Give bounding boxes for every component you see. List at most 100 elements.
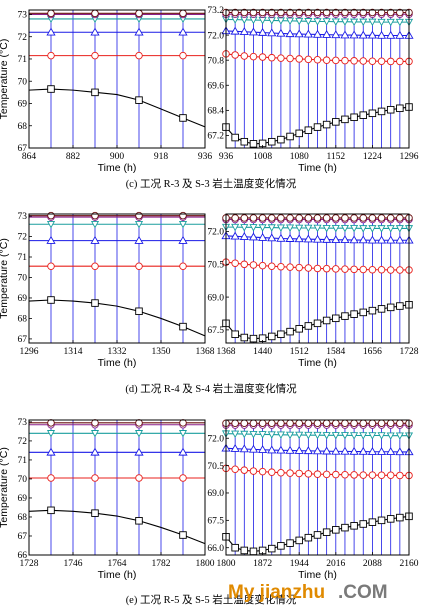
triangle-marker: [322, 234, 332, 243]
square-marker: [359, 308, 368, 317]
chart-panel-3: 1296 1314 1332 1350 1368 67 68 69 70 71 72 73 Time (…: [0, 211, 215, 369]
square-marker: [135, 307, 143, 316]
x-tick-label: 1224: [363, 152, 382, 162]
circle-marker: [350, 471, 358, 479]
x-tick-label: 1368: [217, 347, 236, 357]
triangle-down-marker: [395, 432, 404, 440]
triangle-marker: [358, 235, 368, 244]
axes-frame: [225, 213, 410, 344]
circle-marker: [258, 261, 267, 270]
y-tick-label: 69.0: [207, 293, 224, 303]
triangle-down-marker: [267, 224, 276, 232]
circle-marker: [386, 266, 395, 274]
triangle-down-marker: [285, 17, 295, 26]
circle-marker: [350, 8, 358, 17]
circle-marker: [179, 51, 187, 60]
square-marker: [47, 85, 55, 93]
series-black: [28, 85, 206, 128]
triangle-down-marker: [359, 225, 368, 233]
axes-frame: [225, 419, 410, 556]
triangle-marker: [276, 28, 286, 37]
y-axis-label: Temperature (°C): [0, 238, 10, 319]
circle-marker: [359, 8, 368, 17]
triangle-marker: [340, 30, 350, 39]
series-blue: [29, 235, 205, 244]
square-marker: [295, 129, 303, 138]
series-teal: [29, 220, 205, 229]
triangle-marker: [285, 234, 295, 242]
circle-marker: [332, 265, 340, 273]
circle-marker: [286, 469, 294, 477]
circle-marker: [332, 470, 340, 479]
circle-marker: [249, 214, 258, 222]
circle-marker: [368, 471, 377, 479]
square-marker: [386, 515, 395, 523]
circle-marker: [386, 471, 395, 480]
triangle-down-marker: [304, 18, 313, 26]
triangle-down-marker: [350, 432, 359, 440]
circle-marker: [295, 8, 303, 17]
watermark: My jianzhu .COM: [228, 582, 388, 603]
triangle-down-marker: [249, 224, 258, 232]
triangle-marker: [248, 444, 259, 453]
x-tick-label: 864: [22, 152, 37, 162]
figure-caption: (e) 工况 R-5 及 S-5 岩土温度变化情况: [126, 593, 297, 606]
x-tick-label: 2088: [363, 559, 382, 569]
circle-marker: [277, 468, 285, 477]
triangle-marker: [276, 445, 286, 454]
circle-marker: [322, 214, 331, 222]
chart-panels: 864 882 900 918 936 67 68 69 70 71 72 73 Time (h) Tem…: [0, 6, 419, 581]
triangle-down-marker: [322, 18, 331, 26]
circle-marker: [240, 466, 249, 474]
x-tick-label: 1080: [290, 152, 309, 162]
triangle-marker: [46, 27, 56, 36]
y-tick-label: 73: [18, 212, 28, 222]
triangle-marker: [331, 446, 341, 455]
x-tick-label: 1368: [196, 347, 215, 357]
circle-marker: [322, 56, 331, 64]
figure-caption: (d) 工况 R-4 及 S-4 岩土温度变化情况: [125, 382, 297, 395]
triangle-marker: [386, 447, 396, 455]
figure-captions: (c) 工况 R-3 及 S-3 岩土温度变化情况 (d) 工况 R-4 及 S-…: [125, 177, 297, 606]
x-tick-label: 1782: [152, 559, 171, 569]
triangle-marker: [303, 446, 313, 455]
square-marker: [231, 543, 239, 552]
circle-marker: [277, 419, 285, 428]
circle-marker: [359, 471, 368, 479]
triangle-down-marker: [322, 432, 331, 440]
y-tick-label: 66: [18, 551, 28, 561]
y-tick-label: 68: [18, 513, 28, 523]
circle-marker: [341, 470, 349, 479]
circle-marker: [396, 471, 404, 480]
square-marker: [322, 316, 331, 325]
series-blue: [29, 27, 205, 36]
triangle-marker: [331, 235, 341, 244]
circle-marker: [91, 474, 99, 482]
x-tick-label: 1296: [20, 347, 39, 357]
square-marker: [396, 104, 404, 113]
square-marker: [386, 303, 395, 312]
triangle-marker: [312, 29, 323, 38]
circle-marker: [277, 54, 285, 62]
circle-marker: [47, 51, 55, 60]
circle-marker: [350, 214, 358, 222]
triangle-marker: [267, 233, 277, 242]
circle-marker: [268, 262, 276, 271]
series-red: [222, 50, 413, 66]
circle-marker: [332, 56, 340, 65]
square-marker: [386, 105, 395, 114]
square-marker: [341, 523, 349, 532]
triangle-down-marker: [359, 18, 368, 27]
y-tick-label: 70.5: [207, 462, 224, 472]
triangle-marker: [178, 27, 188, 36]
y-tick-label: 69.6: [207, 81, 224, 91]
circle-marker: [240, 419, 249, 428]
circle-marker: [396, 266, 404, 274]
series-red: [29, 262, 205, 270]
y-tick-label: 66.0: [207, 544, 224, 554]
triangle-marker: [46, 235, 56, 244]
square-marker: [313, 123, 322, 131]
triangle-down-marker: [295, 431, 304, 440]
square-marker: [268, 544, 276, 553]
x-tick-label: 2016: [326, 559, 345, 569]
